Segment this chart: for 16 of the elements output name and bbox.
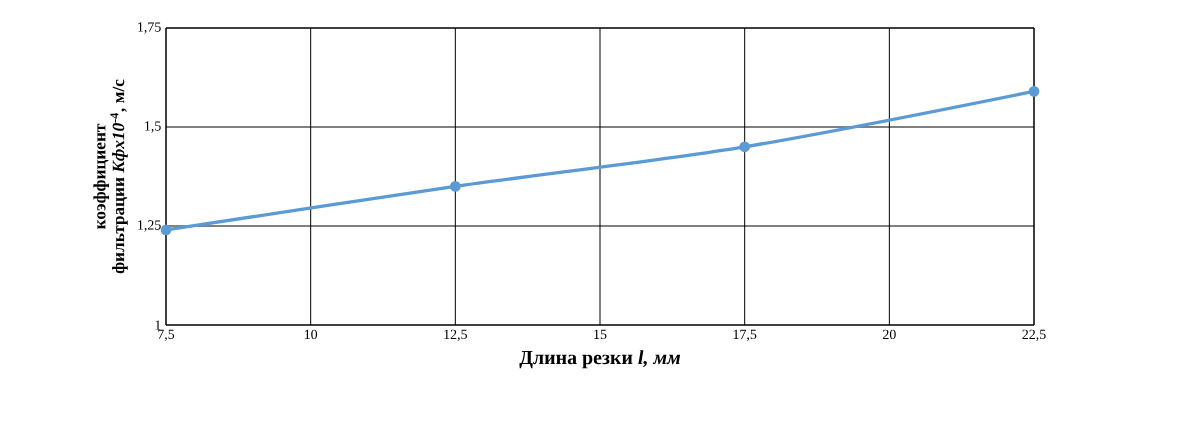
x-tick-label: 15 xyxy=(594,329,607,340)
point xyxy=(449,181,461,192)
x-tick-label: 17,5 xyxy=(733,329,757,342)
point xyxy=(1028,85,1040,97)
x-axis-title: Длина резки l, мм xyxy=(519,350,681,369)
y-tick-label: 1,75 xyxy=(138,22,161,34)
y-tick-label: 1,5 xyxy=(145,121,161,133)
x-tick-label: 20 xyxy=(882,329,896,340)
y-tick-label: 1,25 xyxy=(138,220,161,232)
x-tick-label: 7,5 xyxy=(158,329,175,341)
x-tick-label: 10 xyxy=(304,329,318,340)
point xyxy=(739,141,751,153)
x-tick-label: 12,5 xyxy=(444,329,467,342)
y-tick-label: 1 xyxy=(155,320,161,330)
x-tick-label: 22,5 xyxy=(1022,329,1046,342)
point xyxy=(160,224,172,236)
